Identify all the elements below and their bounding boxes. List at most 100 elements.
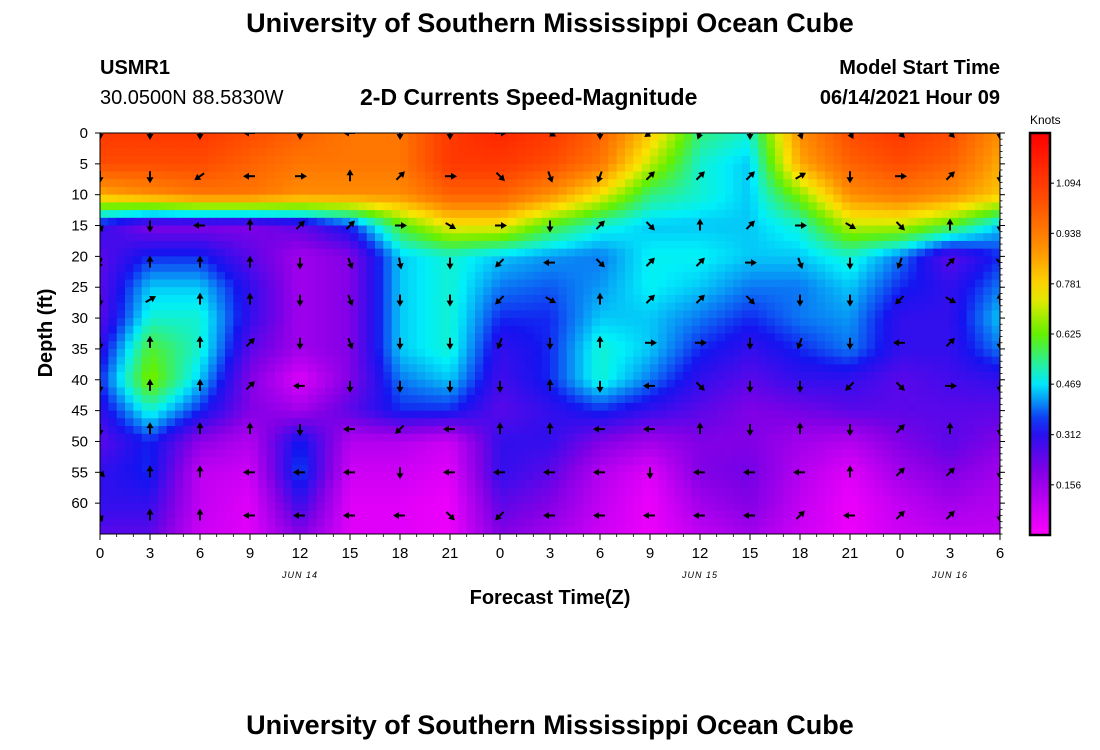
- heat-cell: [108, 264, 118, 273]
- heat-cell: [125, 395, 134, 404]
- heat-cell: [816, 325, 826, 335]
- heat-cell: [100, 364, 109, 373]
- heat-cell: [675, 240, 684, 250]
- heat-cell: [875, 256, 884, 265]
- heat-cell: [308, 271, 318, 281]
- heat-cell: [466, 171, 476, 180]
- heat-cell: [683, 264, 693, 273]
- heat-cell: [116, 433, 126, 443]
- heat-cell: [333, 364, 343, 373]
- heat-cell: [516, 372, 526, 381]
- heat-cell: [491, 310, 501, 319]
- heat-cell: [216, 148, 226, 157]
- heat-cell: [283, 194, 293, 203]
- heat-cell: [441, 464, 451, 473]
- heat-cell: [791, 348, 801, 358]
- heat-cell: [941, 418, 951, 427]
- heat-cell: [141, 348, 151, 358]
- heat-cell: [283, 487, 293, 497]
- heat-cell: [250, 179, 259, 188]
- heat-cell: [675, 156, 684, 165]
- heat-cell: [483, 395, 493, 404]
- heat-cell: [816, 171, 826, 180]
- heat-cell: [275, 133, 284, 142]
- heat-cell: [458, 410, 468, 419]
- heat-cell: [425, 156, 434, 165]
- heat-cell: [158, 264, 168, 273]
- heat-cell: [141, 402, 151, 412]
- heat-cell: [658, 464, 668, 473]
- heat-cell: [850, 210, 859, 219]
- heat-cell: [325, 264, 334, 273]
- heat-cell: [758, 456, 768, 466]
- heat-cell: [291, 140, 301, 150]
- heat-cell: [883, 248, 893, 257]
- heat-cell: [258, 271, 268, 281]
- heat-cell: [266, 372, 276, 381]
- heat-cell: [408, 418, 418, 427]
- heat-cell: [500, 472, 509, 481]
- heat-cell: [366, 194, 376, 203]
- heat-cell: [391, 356, 401, 365]
- heat-cell: [658, 202, 668, 211]
- heat-cell: [216, 364, 226, 373]
- heat-cell: [608, 310, 618, 319]
- heat-cell: [991, 217, 1000, 227]
- heat-cell: [366, 186, 376, 196]
- heat-cell: [400, 472, 409, 481]
- heat-cell: [841, 356, 851, 365]
- heat-cell: [300, 410, 309, 419]
- heat-cell: [808, 156, 818, 165]
- heat-cell: [283, 163, 293, 173]
- heat-cell: [183, 387, 193, 396]
- heat-cell: [800, 325, 809, 335]
- heat-cell: [575, 210, 584, 219]
- heat-cell: [783, 379, 793, 389]
- heat-cell: [483, 348, 493, 358]
- heat-cell: [141, 179, 151, 188]
- heat-cell: [625, 472, 634, 481]
- heat-cell: [175, 456, 184, 466]
- heat-cell: [758, 256, 768, 265]
- heat-cell: [616, 472, 626, 481]
- heat-cell: [708, 310, 718, 319]
- heat-cell: [808, 264, 818, 273]
- heat-cell: [475, 364, 484, 373]
- heat-cell: [166, 341, 176, 350]
- heat-cell: [133, 302, 143, 311]
- heat-cell: [233, 279, 243, 288]
- heat-cell: [600, 348, 609, 358]
- heat-cell: [925, 341, 934, 350]
- heat-cell: [391, 410, 401, 419]
- heat-cell: [341, 372, 351, 381]
- heat-cell: [841, 418, 851, 427]
- heat-cell: [858, 225, 868, 234]
- heat-cell: [441, 140, 451, 150]
- heat-cell: [300, 395, 309, 404]
- heat-cell: [125, 140, 134, 150]
- heat-cell: [458, 186, 468, 196]
- heat-cell: [475, 217, 484, 227]
- heat-cell: [191, 464, 201, 473]
- heat-cell: [875, 163, 884, 173]
- heat-cell: [133, 194, 143, 203]
- heat-cell: [725, 310, 734, 319]
- heat-cell: [600, 379, 609, 389]
- heat-cell: [450, 156, 459, 165]
- heat-cell: [608, 441, 618, 450]
- heat-cell: [208, 341, 218, 350]
- heat-cell: [983, 156, 993, 165]
- heat-cell: [375, 264, 384, 273]
- heat-cell: [208, 133, 218, 142]
- heat-cell: [258, 294, 268, 304]
- heat-cell: [858, 163, 868, 173]
- heat-cell: [691, 240, 701, 250]
- heat-cell: [908, 426, 918, 435]
- heat-cell: [733, 364, 743, 373]
- heat-cell: [775, 310, 784, 319]
- heat-cell: [658, 441, 668, 450]
- heat-cell: [108, 433, 118, 443]
- heat-cell: [383, 156, 393, 165]
- heat-cell: [175, 248, 184, 257]
- heat-cell: [691, 271, 701, 281]
